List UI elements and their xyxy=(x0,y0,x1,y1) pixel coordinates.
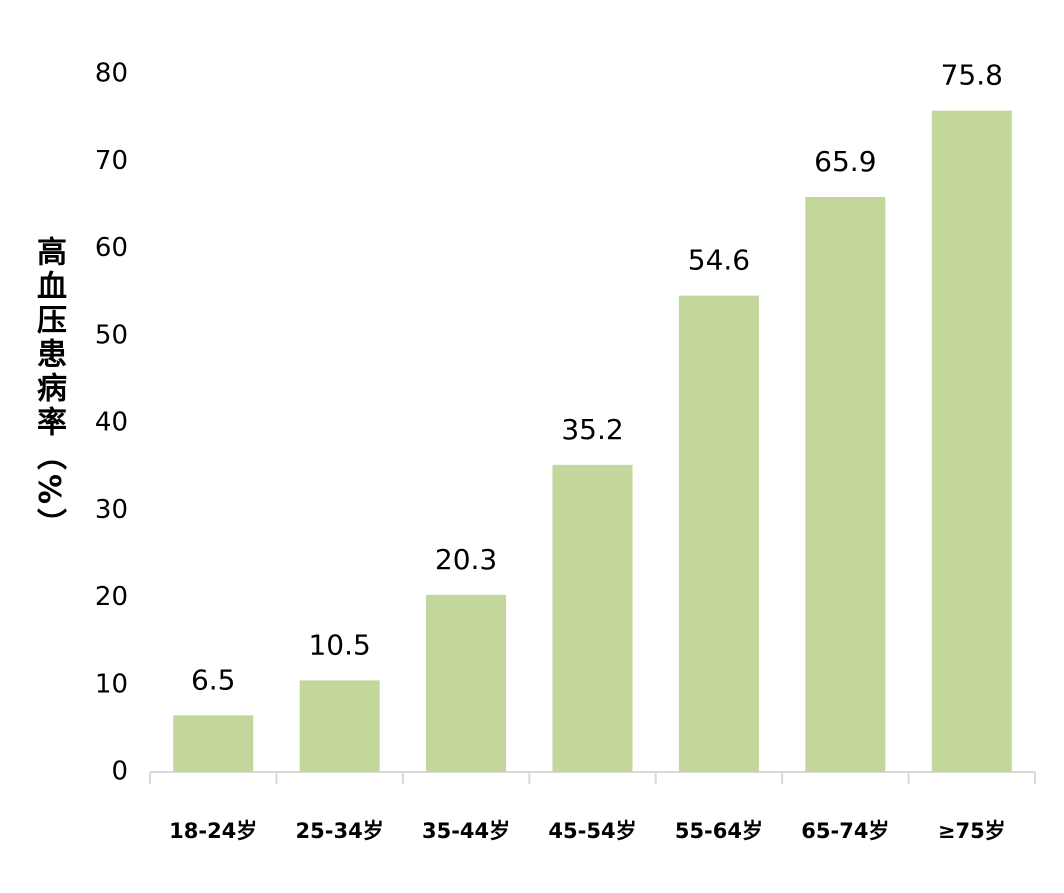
x-tick-label: ≥75岁 xyxy=(938,819,1006,843)
y-tick-label: 10 xyxy=(95,669,128,699)
x-tick-label: 25-34岁 xyxy=(296,819,384,843)
x-tick-label: 45-54岁 xyxy=(548,819,636,843)
bar xyxy=(552,464,633,772)
y-tick-label: 40 xyxy=(95,408,128,438)
data-label: 75.8 xyxy=(941,59,1003,92)
bar xyxy=(931,110,1012,772)
data-label: 65.9 xyxy=(814,145,876,178)
bar xyxy=(426,594,507,772)
y-axis-label: 高血压患病率（%） xyxy=(31,236,66,543)
bar xyxy=(299,680,380,772)
data-label: 54.6 xyxy=(688,244,750,277)
y-tick-label: 50 xyxy=(95,320,128,350)
x-tick-label: 35-44岁 xyxy=(422,819,510,843)
y-tick-label: 70 xyxy=(95,146,128,176)
bar xyxy=(805,197,886,772)
y-tick-label: 80 xyxy=(95,59,128,89)
bar xyxy=(173,715,254,772)
data-label: 6.5 xyxy=(191,663,236,696)
bar xyxy=(678,295,759,772)
data-label: 35.2 xyxy=(561,413,623,446)
y-tick-label: 60 xyxy=(95,233,128,263)
x-tick-label: 18-24岁 xyxy=(169,819,257,843)
x-tick-label: 65-74岁 xyxy=(801,819,889,843)
x-tick-label: 55-64岁 xyxy=(675,819,763,843)
data-label: 20.3 xyxy=(435,543,497,576)
y-tick-label: 0 xyxy=(111,757,128,787)
y-tick-label: 30 xyxy=(95,495,128,525)
y-tick-label: 20 xyxy=(95,582,128,612)
data-label: 10.5 xyxy=(308,628,370,661)
